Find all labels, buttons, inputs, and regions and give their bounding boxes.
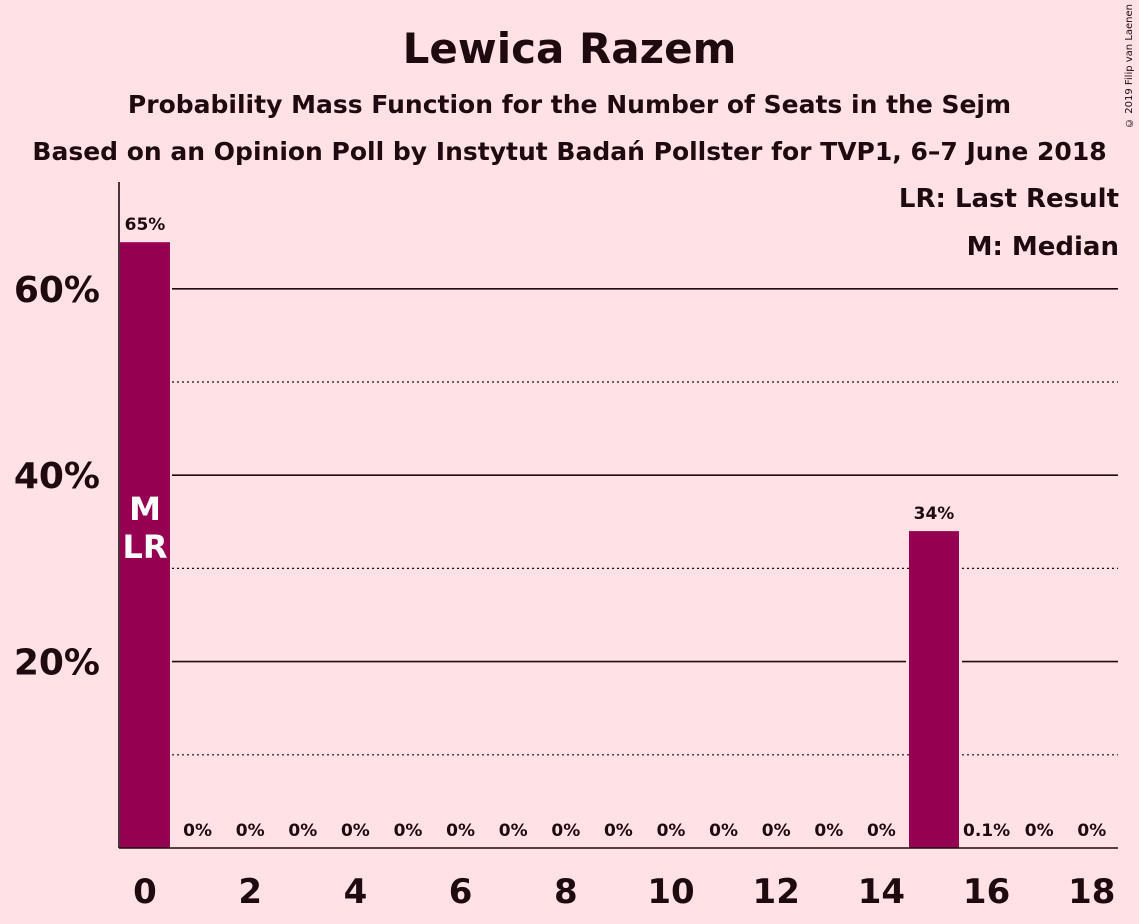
data-label-seat-9: 0% xyxy=(604,821,633,841)
chart-subtitle: Probability Mass Function for the Number… xyxy=(127,90,1012,119)
x-tick-label: 12 xyxy=(753,872,800,912)
data-label-seat-12: 0% xyxy=(762,821,791,841)
page-title: Lewica Razem xyxy=(402,24,737,73)
data-label-seat-3: 0% xyxy=(288,821,317,841)
gridline-gap-right xyxy=(959,659,962,664)
bar-seat-15 xyxy=(909,531,959,848)
data-label-seat-0: 65% xyxy=(125,215,166,235)
bar-seat-0 xyxy=(120,242,170,848)
data-label-seat-2: 0% xyxy=(236,821,265,841)
x-tick-label: 14 xyxy=(858,872,905,912)
x-tick-label: 8 xyxy=(554,872,578,912)
x-tick-label: 18 xyxy=(1068,872,1115,912)
last-result-marker: LR xyxy=(122,528,167,566)
y-tick-label: 60% xyxy=(14,270,100,311)
x-tick-label: 10 xyxy=(647,872,694,912)
data-label-seat-1: 0% xyxy=(183,821,212,841)
data-label-seat-8: 0% xyxy=(551,821,580,841)
legend-median: M: Median xyxy=(966,232,1119,262)
y-tick-label: 40% xyxy=(14,456,100,497)
legend-last-result: LR: Last Result xyxy=(898,184,1119,214)
data-label-seat-5: 0% xyxy=(394,821,423,841)
data-label-seat-11: 0% xyxy=(709,821,738,841)
y-tick-label: 20% xyxy=(14,643,100,684)
data-label-seat-15: 34% xyxy=(914,504,955,524)
data-label-seat-4: 0% xyxy=(341,821,370,841)
data-label-seat-13: 0% xyxy=(814,821,843,841)
data-label-seat-17: 0% xyxy=(1025,821,1054,841)
chart-source-line: Based on an Opinion Poll by Instytut Bad… xyxy=(32,137,1107,166)
x-tick-label: 4 xyxy=(344,872,368,912)
x-tick-label: 16 xyxy=(963,872,1010,912)
x-tick-label: 0 xyxy=(133,872,157,912)
data-label-seat-10: 0% xyxy=(657,821,686,841)
gridline-gap-left xyxy=(906,659,909,664)
x-tick-label: 2 xyxy=(238,872,262,912)
x-tick-label: 6 xyxy=(449,872,473,912)
data-label-seat-7: 0% xyxy=(499,821,528,841)
data-label-seat-6: 0% xyxy=(446,821,475,841)
data-label-seat-14: 0% xyxy=(867,821,896,841)
data-label-seat-18: 0% xyxy=(1077,821,1106,841)
data-label-seat-16: 0.1% xyxy=(963,821,1010,841)
median-marker: M xyxy=(129,490,161,528)
